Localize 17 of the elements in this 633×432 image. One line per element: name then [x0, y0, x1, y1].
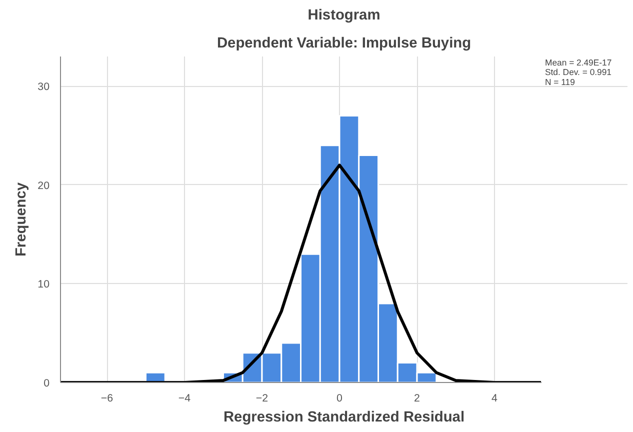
- x-tick-label: −4: [178, 392, 191, 404]
- x-tick-label: 4: [492, 392, 498, 404]
- x-tick-label: −6: [100, 392, 114, 404]
- x-tick-label: 0: [336, 392, 343, 404]
- chart-subtitle: Dependent Variable: Impulse Buying: [216, 36, 472, 52]
- chart-title: Histogram: [308, 8, 380, 24]
- text: N = 119: [545, 76, 576, 87]
- y-axis-title: Frequency: [14, 182, 30, 257]
- x-tick-label: −2: [256, 392, 268, 404]
- text: Std. Dev. = 0.991: [545, 67, 612, 78]
- x-tick-label: 2: [414, 392, 420, 404]
- x-axis-title: Regression Standardized Residual: [223, 410, 465, 426]
- y-tick-label: 20: [38, 180, 50, 192]
- text: Mean = 2.49E-17: [545, 57, 612, 68]
- y-tick-label: 30: [38, 81, 50, 94]
- y-tick-label: 10: [38, 278, 50, 291]
- y-tick-label: 0: [44, 378, 50, 390]
